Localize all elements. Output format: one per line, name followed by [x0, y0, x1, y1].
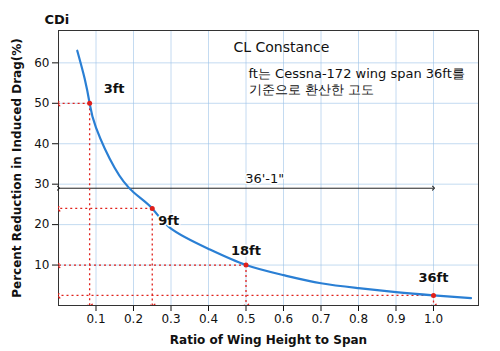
svg-text:60: 60 — [34, 56, 49, 70]
svg-text:20: 20 — [34, 217, 49, 231]
svg-text:36'-1": 36'-1" — [245, 171, 284, 186]
svg-text:3ft: 3ft — [104, 81, 125, 96]
svg-text:CL Constance: CL Constance — [234, 39, 330, 55]
svg-text:50: 50 — [34, 96, 49, 110]
svg-text:0.7: 0.7 — [311, 312, 330, 326]
svg-text:0.2: 0.2 — [124, 312, 143, 326]
svg-text:ft는 Cessna-172 wing span 36ft를: ft는 Cessna-172 wing span 36ft를기준으로 환산한 고… — [249, 66, 465, 97]
svg-text:36ft: 36ft — [419, 270, 449, 285]
svg-text:0.5: 0.5 — [236, 312, 255, 326]
svg-text:0.3: 0.3 — [161, 312, 180, 326]
svg-text:0.8: 0.8 — [349, 312, 368, 326]
svg-text:Ratio of Wing Height to Span: Ratio of Wing Height to Span — [170, 333, 367, 347]
svg-text:1.0: 1.0 — [424, 312, 443, 326]
svg-text:30: 30 — [34, 177, 49, 191]
svg-text:Percent Reduction in Induced D: Percent Reduction in Induced Drag(%) — [10, 38, 24, 298]
svg-text:18ft: 18ft — [231, 243, 261, 258]
svg-text:0.4: 0.4 — [199, 312, 218, 326]
svg-text:0.9: 0.9 — [386, 312, 405, 326]
svg-text:CDi: CDi — [45, 12, 70, 27]
svg-text:9ft: 9ft — [158, 213, 179, 228]
svg-text:0.1: 0.1 — [86, 312, 105, 326]
svg-text:10: 10 — [34, 258, 49, 272]
svg-text:0.6: 0.6 — [274, 312, 293, 326]
svg-text:40: 40 — [34, 137, 49, 151]
